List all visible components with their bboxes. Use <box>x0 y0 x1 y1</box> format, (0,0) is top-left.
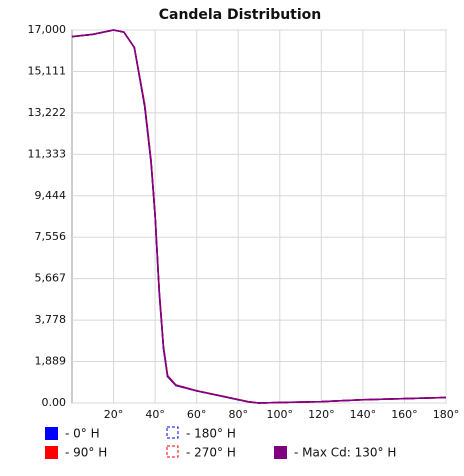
plot-area <box>71 29 447 404</box>
y-tick-label: 15,111 <box>28 64 67 77</box>
legend-label: - Max Cd: 130° H <box>294 446 396 460</box>
legend-label: - 90° H <box>65 446 107 460</box>
x-tick-label: 60° <box>187 408 207 421</box>
x-tick-label: 120° <box>308 408 335 421</box>
y-tick-label: 9,444 <box>35 189 67 202</box>
y-tick-label: 3,778 <box>35 313 67 326</box>
y-tick-label: 5,667 <box>35 272 67 285</box>
x-tick-label: 20° <box>104 408 124 421</box>
legend-label: - 0° H <box>65 427 100 441</box>
x-tick-label: 160° <box>391 408 418 421</box>
legend-swatch <box>45 427 58 440</box>
x-tick-label: 100° <box>267 408 294 421</box>
legend-label: - 270° H <box>186 446 236 460</box>
x-tick-label: 180° <box>433 408 460 421</box>
y-tick-label: 7,556 <box>35 230 67 243</box>
y-tick-label: 1,889 <box>35 355 67 368</box>
y-tick-label: 17,000 <box>28 23 67 36</box>
y-tick-label: 11,333 <box>28 147 67 160</box>
legend-swatch <box>274 446 287 459</box>
y-tick-label: 0.00 <box>42 396 67 409</box>
y-tick-label: 13,222 <box>28 106 67 119</box>
legend-swatch <box>166 445 179 458</box>
legend-label: - 180° H <box>186 427 236 441</box>
x-tick-label: 140° <box>350 408 377 421</box>
x-tick-label: 40° <box>145 408 165 421</box>
legend-swatch <box>166 426 179 439</box>
series-line <box>71 29 447 404</box>
x-tick-label: 80° <box>228 408 248 421</box>
legend-swatch <box>45 446 58 459</box>
chart-title: Candela Distribution <box>159 7 322 23</box>
